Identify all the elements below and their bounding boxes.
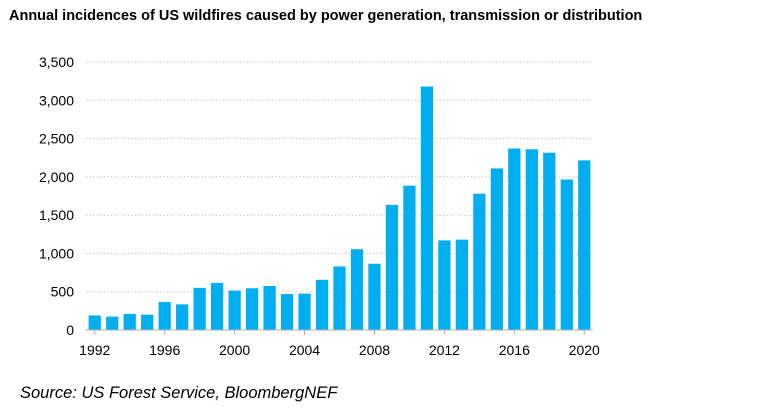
bar-2003 bbox=[280, 294, 294, 330]
bars bbox=[88, 86, 591, 330]
x-tick-label: 2004 bbox=[289, 342, 320, 358]
bar-2020 bbox=[578, 160, 591, 330]
bar-2012 bbox=[438, 240, 451, 330]
bar-2004 bbox=[298, 293, 311, 330]
x-tick-label: 2008 bbox=[359, 342, 390, 358]
bar-2010 bbox=[403, 185, 416, 330]
y-tick-label: 500 bbox=[51, 284, 75, 300]
x-tick-label: 1992 bbox=[79, 342, 110, 358]
bar-1993 bbox=[106, 316, 119, 330]
x-tick-label: 2000 bbox=[219, 342, 250, 358]
bar-2011 bbox=[420, 86, 434, 330]
bar-1995 bbox=[141, 314, 154, 330]
y-axis-ticks: 0 500 1,000 1,500 2,000 2,500 3,000 3,500 bbox=[39, 54, 74, 338]
y-tick-label: 2,500 bbox=[39, 131, 74, 147]
y-tick-label: 2,000 bbox=[39, 169, 74, 185]
bar-1992 bbox=[88, 315, 101, 330]
bar-2013 bbox=[455, 239, 468, 330]
bar-1998 bbox=[193, 287, 206, 330]
bar-2018 bbox=[543, 152, 556, 330]
bar-2006 bbox=[333, 266, 346, 330]
bar-2019 bbox=[560, 179, 573, 330]
bar-1994 bbox=[123, 313, 136, 330]
bar-2007 bbox=[350, 249, 364, 330]
bar-2008 bbox=[368, 263, 381, 330]
bar-2016 bbox=[508, 148, 521, 330]
x-tick-label: 1996 bbox=[149, 342, 180, 358]
bar-2000 bbox=[228, 290, 241, 330]
y-tick-label: 0 bbox=[66, 322, 74, 338]
bar-2005 bbox=[315, 279, 329, 330]
bar-2017 bbox=[525, 149, 538, 330]
y-tick-label: 1,000 bbox=[39, 245, 74, 261]
source-note: Source: US Forest Service, BloombergNEF bbox=[20, 384, 338, 402]
bar-2015 bbox=[490, 168, 503, 330]
bar-2014 bbox=[473, 193, 486, 330]
bar-1996 bbox=[158, 302, 171, 330]
chart-title: Annual incidences of US wildfires caused… bbox=[9, 8, 643, 24]
bar-2001 bbox=[245, 288, 259, 330]
bar-1997 bbox=[176, 304, 189, 330]
y-tick-label: 3,500 bbox=[39, 54, 74, 70]
bar-2009 bbox=[385, 204, 399, 330]
y-tick-label: 3,000 bbox=[39, 92, 74, 108]
y-tick-label: 1,500 bbox=[39, 207, 74, 223]
x-axis-ticks: 1992 1996 2000 2004 2008 2012 2016 2020 bbox=[79, 330, 600, 358]
x-tick-label: 2016 bbox=[499, 342, 530, 358]
bar-1999 bbox=[211, 282, 224, 330]
x-tick-label: 2012 bbox=[429, 342, 460, 358]
x-tick-label: 2020 bbox=[569, 342, 600, 358]
bar-2002 bbox=[263, 285, 276, 330]
